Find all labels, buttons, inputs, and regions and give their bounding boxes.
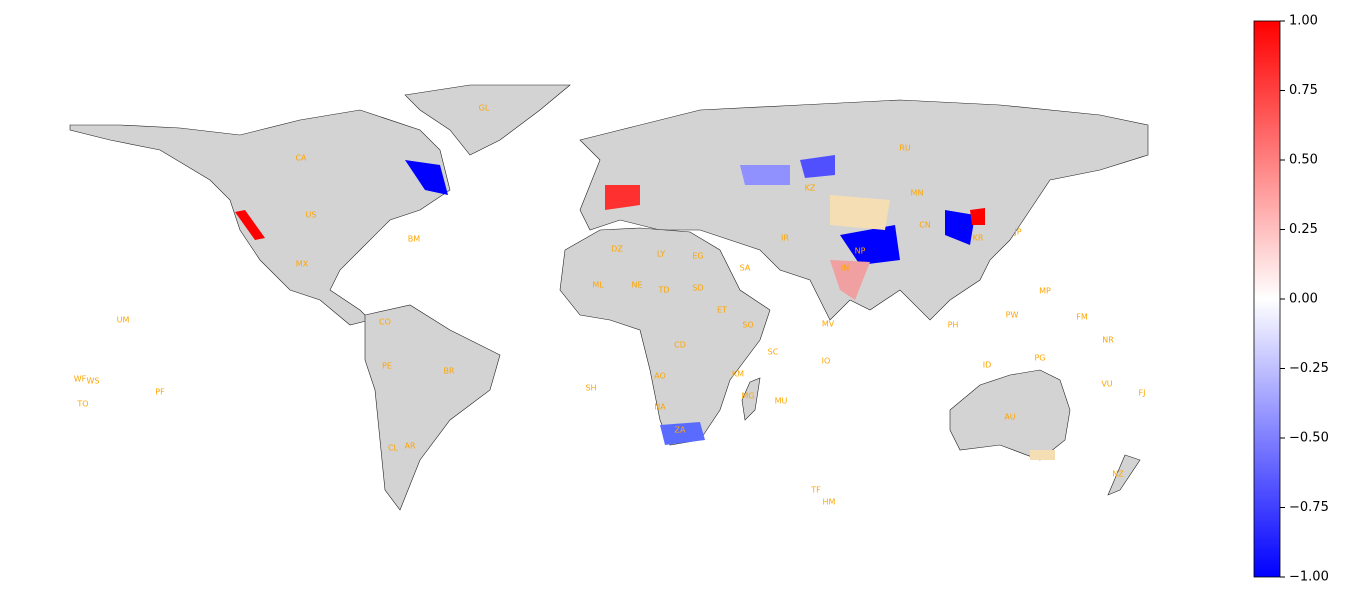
- country-label: CO: [379, 318, 391, 327]
- country-label: VU: [1101, 380, 1112, 389]
- country-label: TF: [810, 486, 821, 495]
- country-label: NA: [654, 403, 666, 412]
- region: [405, 160, 448, 195]
- country-label: DZ: [611, 245, 623, 254]
- australia: [949, 369, 1071, 461]
- region: [740, 165, 790, 185]
- country-label: PF: [155, 388, 165, 397]
- country-label: IO: [822, 357, 831, 366]
- country-label: ET: [717, 306, 727, 315]
- country-label: IN: [841, 264, 849, 273]
- region: [970, 208, 985, 225]
- country-label: MP: [1039, 287, 1051, 296]
- country-label: PG: [1034, 354, 1045, 363]
- country-label: MV: [822, 320, 835, 329]
- tick-label: 0.50: [1289, 153, 1318, 168]
- country-label: BR: [443, 367, 454, 376]
- country-label: ML: [592, 281, 604, 290]
- country-label: AU: [1004, 413, 1015, 422]
- region: [945, 210, 975, 245]
- country-label: FM: [1076, 313, 1088, 322]
- country-label: JP: [1013, 228, 1021, 237]
- colorbar-ticks: 1.00 0.75 0.50 0.25 0.00 −0.25 −0.50 −0.75 −1.00: [1280, 14, 1329, 585]
- country-label: CL: [388, 444, 399, 453]
- tick-label: 0.00: [1289, 292, 1318, 307]
- country-label: WS: [87, 377, 100, 386]
- country-label: TD: [657, 286, 669, 295]
- country-label: CA: [295, 154, 307, 163]
- country-label: ZA: [675, 426, 686, 435]
- country-label: LY: [657, 250, 665, 259]
- country-label: US: [306, 211, 317, 220]
- country-label: AO: [654, 372, 666, 381]
- tick-label: 0.75: [1289, 83, 1318, 98]
- country-label: EG: [692, 252, 703, 261]
- africa: [559, 227, 771, 446]
- country-label: SA: [740, 264, 751, 273]
- country-label: TO: [76, 400, 88, 409]
- country-label: FJ: [1139, 389, 1146, 398]
- country-label: NR: [1102, 336, 1114, 345]
- tick-label: −0.50: [1289, 431, 1329, 446]
- country-label: PW: [1006, 311, 1019, 320]
- country-label: MN: [911, 189, 924, 198]
- country-label: KM: [732, 370, 744, 379]
- country-label: SH: [585, 384, 596, 393]
- country-label: NP: [855, 247, 866, 256]
- world-map: [69, 84, 1149, 511]
- colorbar: [1253, 20, 1281, 578]
- tick-label: −0.75: [1289, 500, 1329, 515]
- country-label: AR: [404, 442, 415, 451]
- country-label: BM: [408, 235, 420, 244]
- region: [605, 185, 640, 210]
- south-america: [364, 304, 501, 511]
- country-label: MX: [296, 260, 309, 269]
- country-label: PE: [382, 362, 392, 371]
- country-label: KZ: [805, 184, 816, 193]
- country-label: CN: [919, 221, 931, 230]
- country-label: NE: [631, 281, 642, 290]
- country-label: PH: [948, 321, 959, 330]
- region: [830, 195, 890, 230]
- country-label: KR: [973, 234, 984, 243]
- new-zealand: [1107, 454, 1141, 496]
- country-label: GL: [479, 104, 490, 113]
- country-label: SD: [692, 284, 703, 293]
- country-label: RU: [899, 144, 911, 153]
- country-label: MG: [741, 392, 754, 401]
- tick-label: 1.00: [1289, 14, 1318, 29]
- country-label: MU: [775, 397, 788, 406]
- region: [1030, 450, 1055, 460]
- country-label: IR: [781, 234, 789, 243]
- country-label: SC: [768, 348, 779, 357]
- greenland: [404, 84, 571, 156]
- region: [660, 422, 705, 445]
- country-label: SO: [742, 321, 753, 330]
- region: [235, 210, 265, 240]
- region: [830, 260, 870, 300]
- tick-label: −1.00: [1289, 570, 1329, 585]
- tick-label: 0.25: [1289, 222, 1318, 237]
- country-label: WF: [74, 375, 87, 384]
- country-label: NZ: [1112, 470, 1124, 479]
- country-label: CD: [674, 341, 686, 350]
- country-label: HM: [823, 498, 836, 507]
- country-label: UM: [117, 316, 130, 325]
- region: [800, 155, 835, 178]
- madagascar: [741, 377, 761, 421]
- region: [840, 225, 900, 265]
- north-america: [69, 109, 451, 326]
- tick-label: −0.25: [1289, 361, 1329, 376]
- country-label: ID: [983, 361, 992, 370]
